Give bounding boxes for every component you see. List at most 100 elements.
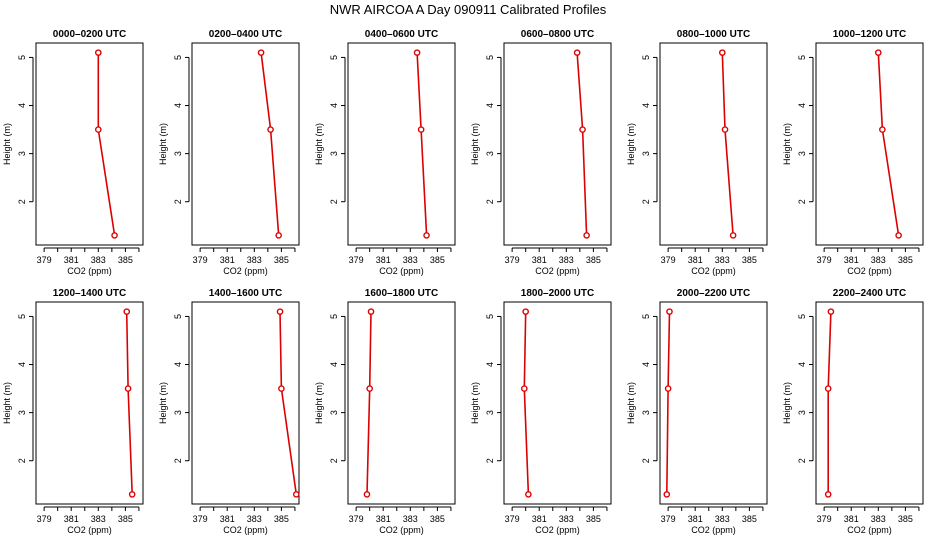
y-tick-label: 3 — [329, 151, 339, 156]
x-tick-label: 383 — [91, 255, 106, 265]
y-tick-label: 3 — [641, 410, 651, 415]
y-axis-label: Height (m) — [158, 123, 168, 165]
x-tick-label: 381 — [376, 255, 391, 265]
profile-point — [579, 126, 586, 133]
y-axis-label: Height (m) — [626, 123, 636, 165]
panel: 0600–0800 UTC 379 381 383 385 CO2 (ppm) 2 3 4 5 He… — [470, 29, 612, 276]
x-tick-label: 383 — [871, 255, 886, 265]
y-tick-label: 3 — [17, 410, 27, 415]
panel-title: 1400–1600 UTC — [209, 288, 282, 299]
profile-point — [522, 308, 529, 315]
x-tick-label: 385 — [742, 255, 757, 265]
x-tick-label: 379 — [661, 255, 676, 265]
x-tick-label: 383 — [403, 255, 418, 265]
x-tick-label: 383 — [247, 255, 262, 265]
profile-point — [128, 491, 136, 498]
y-tick-label: 2 — [329, 199, 339, 204]
y-tick-label: 5 — [329, 314, 339, 319]
profile-point — [521, 385, 528, 392]
x-tick-label: 379 — [505, 514, 520, 524]
y-tick-label: 3 — [797, 410, 807, 415]
panel: 0800–1000 UTC 379 381 383 385 CO2 (ppm) 2 3 4 5 He… — [626, 29, 768, 276]
panel-title: 2200–2400 UTC — [833, 288, 906, 299]
x-axis-label: CO2 (ppm) — [67, 525, 112, 535]
y-axis-label: Height (m) — [470, 382, 480, 424]
plot-frame — [815, 42, 924, 246]
profile-point — [875, 49, 882, 56]
profile-point — [664, 385, 672, 392]
x-tick-label: 385 — [274, 514, 289, 524]
y-axis-label: Height (m) — [2, 123, 12, 165]
x-tick-label: 385 — [118, 255, 133, 265]
y-tick-label: 2 — [173, 199, 183, 204]
x-tick-label: 385 — [898, 514, 913, 524]
profile-point — [367, 308, 375, 315]
panel: 0000–0200 UTC 379 381 383 385 CO2 (ppm) 2 3 4 5 He… — [2, 29, 144, 276]
profile-point — [895, 232, 902, 239]
x-tick-label: 385 — [118, 514, 133, 524]
y-tick-label: 2 — [17, 458, 27, 463]
x-tick-label: 385 — [742, 514, 757, 524]
x-tick-label: 381 — [64, 255, 79, 265]
panel-title: 0400–0600 UTC — [365, 29, 438, 40]
y-tick-label: 4 — [797, 103, 807, 108]
x-tick-label: 379 — [349, 514, 364, 524]
y-tick-label: 4 — [641, 362, 651, 367]
x-tick-label: 383 — [559, 514, 574, 524]
y-axis-label: Height (m) — [314, 382, 324, 424]
plot-frame — [191, 42, 300, 246]
plot-frame — [659, 42, 768, 246]
x-axis-label: CO2 (ppm) — [223, 266, 268, 276]
y-tick-label: 5 — [485, 314, 495, 319]
panel: 1400–1600 UTC 379 381 383 385 CO2 (ppm) 2 3 4 5 He… — [158, 288, 300, 535]
y-tick-label: 2 — [485, 458, 495, 463]
plot-frame — [35, 42, 144, 246]
x-axis-label: CO2 (ppm) — [847, 266, 892, 276]
y-tick-label: 5 — [329, 55, 339, 60]
panel: 0400–0600 UTC 379 381 383 385 CO2 (ppm) 2 3 4 5 He… — [314, 29, 456, 276]
x-tick-label: 379 — [37, 255, 52, 265]
x-tick-label: 383 — [715, 255, 730, 265]
y-tick-label: 3 — [17, 151, 27, 156]
x-axis-label: CO2 (ppm) — [691, 266, 736, 276]
panel-title: 0600–0800 UTC — [521, 29, 594, 40]
x-axis-label: CO2 (ppm) — [67, 266, 112, 276]
profile-point — [666, 308, 673, 315]
plot-frame — [347, 42, 456, 246]
plot-frame — [659, 301, 768, 505]
x-tick-label: 381 — [688, 514, 703, 524]
profile-point — [275, 232, 282, 239]
x-tick-label: 385 — [430, 255, 445, 265]
panels-grid: 0000–0200 UTC 379 381 383 385 CO2 (ppm) 2 3 4 5 He… — [2, 29, 924, 535]
y-tick-label: 2 — [485, 199, 495, 204]
plot-frame — [347, 301, 456, 505]
profile-point — [525, 491, 532, 498]
y-tick-label: 5 — [641, 55, 651, 60]
profile-point — [423, 232, 430, 239]
profile-point — [292, 491, 300, 498]
profile-point — [267, 126, 274, 133]
panel: 0200–0400 UTC 379 381 383 385 CO2 (ppm) 2 3 4 5 He… — [158, 29, 300, 276]
x-tick-label: 385 — [586, 255, 601, 265]
y-axis-label: Height (m) — [626, 382, 636, 424]
profile-point — [721, 126, 729, 133]
figure-title: NWR AIRCOA A Day 090911 Calibrated Profi… — [330, 2, 607, 17]
x-tick-label: 383 — [715, 514, 730, 524]
profile-point — [95, 126, 102, 133]
x-tick-label: 385 — [274, 255, 289, 265]
x-tick-label: 381 — [532, 514, 547, 524]
y-tick-label: 2 — [17, 199, 27, 204]
x-axis-label: CO2 (ppm) — [535, 266, 580, 276]
plot-frame — [503, 42, 612, 246]
y-tick-label: 5 — [797, 55, 807, 60]
x-tick-label: 385 — [586, 514, 601, 524]
x-tick-label: 383 — [91, 514, 106, 524]
x-tick-label: 383 — [247, 514, 262, 524]
y-tick-label: 2 — [641, 458, 651, 463]
x-tick-label: 381 — [844, 255, 859, 265]
panel-title: 1800–2000 UTC — [521, 288, 594, 299]
y-tick-label: 4 — [173, 362, 183, 367]
y-axis-label: Height (m) — [158, 382, 168, 424]
